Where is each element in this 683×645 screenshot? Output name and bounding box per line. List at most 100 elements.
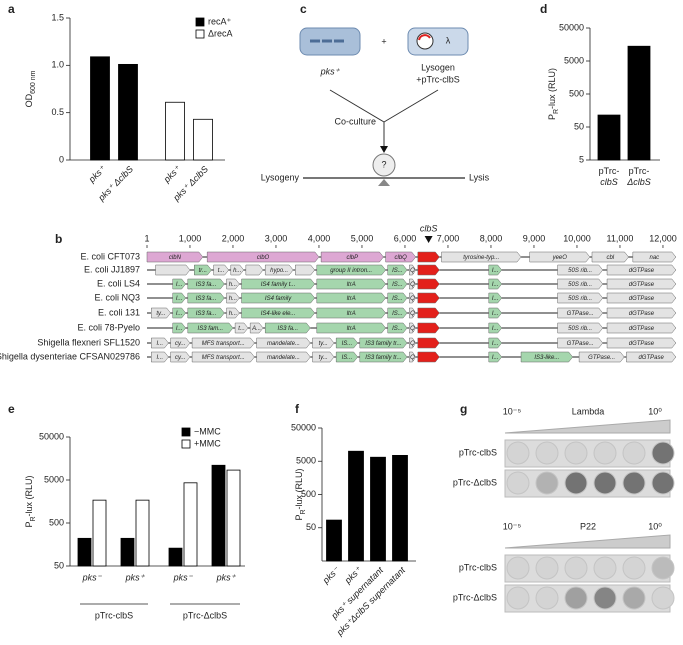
gene-label: Q — [410, 326, 415, 332]
gene — [417, 337, 440, 349]
gene — [230, 264, 245, 276]
y-tick-label: 5000 — [44, 474, 64, 484]
gene-label: I... — [492, 296, 499, 302]
y-label-rest: -lux (RLU) — [547, 68, 557, 109]
gene-label: clbN — [169, 255, 182, 261]
gene — [151, 351, 169, 363]
gene — [316, 264, 386, 276]
gene — [172, 292, 186, 304]
y-label-rest: -lux (RLU) — [24, 475, 34, 516]
y-axis-label: PR-lux (RLU) — [547, 68, 559, 120]
y-label-rest: -lux (RLU) — [294, 468, 304, 509]
gene-label: t... — [218, 268, 225, 274]
gene — [606, 322, 677, 334]
strain-name: E. coli 131 — [98, 307, 140, 317]
diagram-text: ? — [381, 159, 386, 169]
gene-label: IS... — [392, 268, 403, 274]
gene — [626, 351, 677, 363]
spot — [651, 441, 675, 465]
gene-label: Q — [410, 282, 415, 288]
gene-label: h... — [233, 268, 241, 274]
gene-label: dGTPase — [629, 311, 655, 317]
scale-label: 5,000 — [351, 233, 374, 243]
y-tick-label: 5000 — [564, 55, 584, 65]
gene-label: I... — [157, 355, 164, 361]
gene-label: yeeO — [552, 255, 568, 261]
gene — [312, 351, 335, 363]
bar — [211, 464, 226, 567]
gene — [578, 351, 625, 363]
panel-label: a — [8, 2, 15, 16]
gene-label: Q — [410, 268, 415, 274]
gene — [632, 251, 677, 263]
gene — [194, 264, 212, 276]
y-axis-label: PR-lux (RLU) — [24, 475, 36, 527]
gene-label: IS3 fam... — [198, 326, 224, 332]
gene — [241, 278, 315, 290]
gene-label: hypo... — [270, 268, 288, 274]
y-label-sub: 600 nm — [30, 70, 37, 94]
gene — [172, 307, 186, 319]
panel-label: b — [55, 232, 62, 246]
phage-name: Lambda — [572, 406, 605, 416]
y-tick-label: 0 — [59, 154, 64, 164]
bar — [392, 454, 408, 562]
legend-label: −MMC — [194, 426, 221, 436]
strain-name: Shigella flexneri SFL1520 — [37, 337, 140, 347]
gene — [387, 322, 408, 334]
gene-label: cy... — [175, 355, 186, 361]
gene — [557, 337, 604, 349]
x-tick-label: pks⁻ — [320, 564, 342, 586]
gene — [417, 307, 440, 319]
y-label-sub: R — [300, 509, 307, 514]
gene — [335, 351, 358, 363]
strain-row-label: pTrc-ΔclbS — [453, 477, 497, 487]
gene — [191, 337, 255, 349]
gene-label: cbl — [606, 255, 614, 261]
gene-label: dGTPase — [629, 341, 655, 347]
y-label-main: P — [547, 114, 557, 120]
scale-label: 2,000 — [222, 233, 245, 243]
scale-label: 8,000 — [480, 233, 503, 243]
gene-label: IS4 family — [265, 296, 292, 302]
gene-label: Q — [410, 311, 415, 317]
gene — [591, 251, 629, 263]
bar — [193, 118, 213, 161]
spot — [564, 441, 588, 465]
spot — [622, 586, 646, 610]
diagram-text: Co-culture — [334, 116, 376, 126]
scale-label: 4,000 — [308, 233, 331, 243]
spot — [535, 441, 559, 465]
gene — [191, 351, 255, 363]
y-tick-label: 50 — [306, 522, 316, 532]
gene-label: IS... — [392, 296, 403, 302]
gene-label: cy... — [175, 341, 186, 347]
gene-label: I... — [492, 326, 499, 332]
gene — [409, 264, 417, 276]
bar — [135, 499, 150, 567]
gene-label: I... — [492, 355, 499, 361]
gene-label: nac — [650, 255, 660, 261]
gene — [606, 264, 677, 276]
gene-label: IS4-like ele... — [261, 311, 296, 317]
y-tick-label: 50000 — [291, 422, 316, 432]
y-tick-label: 50000 — [39, 431, 64, 441]
gene — [264, 322, 311, 334]
spot — [593, 586, 617, 610]
gene — [359, 351, 408, 363]
gene-label: IS3 family tr... — [365, 355, 401, 361]
marker — [424, 236, 433, 243]
legend-swatch — [181, 439, 191, 449]
panel-label: d — [540, 2, 547, 16]
panel-label: e — [8, 402, 15, 416]
x-tick-label: pks⁺ — [216, 572, 237, 582]
gene — [146, 251, 204, 263]
bar — [165, 101, 185, 161]
spot — [506, 586, 530, 610]
gene-label: I... — [492, 341, 499, 347]
gene — [488, 264, 503, 276]
gene-label: clbP — [346, 255, 358, 261]
y-label-sub: R — [30, 516, 37, 521]
gene-label: MFS transport... — [202, 355, 245, 361]
y-tick-label: 500 — [569, 88, 584, 98]
